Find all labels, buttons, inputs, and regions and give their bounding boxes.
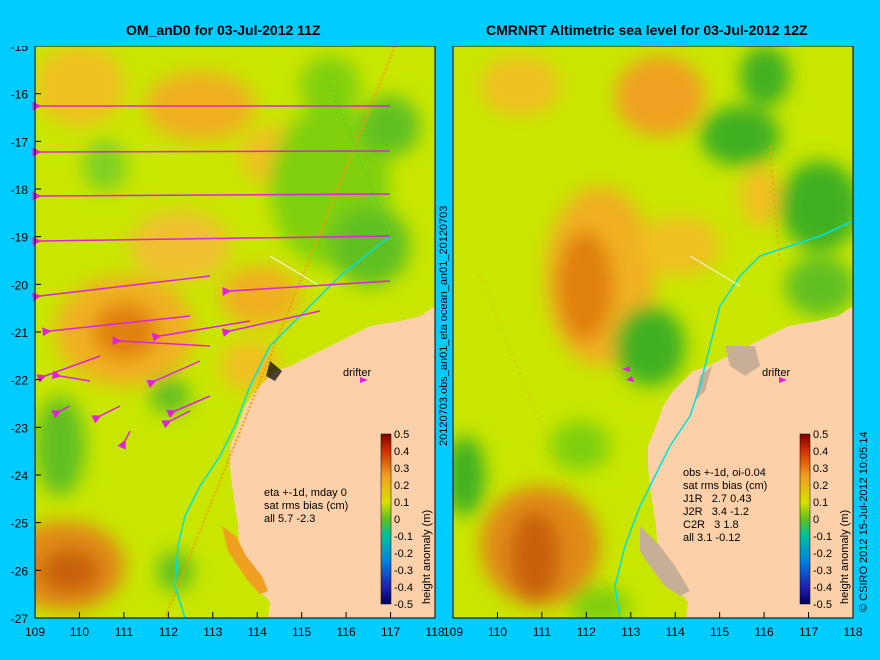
longitude-tick-label: 112	[159, 625, 178, 639]
colorbar-tick-label: -0.1	[394, 531, 413, 543]
colorbar-tick-label: 0.5	[394, 429, 409, 441]
left-drifter-label: drifter	[343, 367, 371, 379]
colorbar-tick-label: -0.3	[813, 565, 832, 577]
right-longitude-ticks: 109 110 111 112 113 114 115 116 117 118	[443, 612, 863, 639]
longitude-tick-label: 113	[203, 625, 222, 639]
longitude-tick-label: 114	[248, 625, 267, 639]
stats-line: all 5.7 -2.3	[264, 513, 316, 525]
longitude-tick-label: 117	[381, 625, 400, 639]
right-arrow-markers	[622, 366, 634, 382]
latitude-tick-label: -15	[11, 46, 29, 54]
colorbar-tick-label: 0.2	[394, 480, 409, 492]
latitude-tick-label: -16	[11, 88, 29, 102]
stats-line: eta +-1d, mday 0	[264, 487, 347, 499]
left-longitude-ticks: 109 110 111 112 113 114 115 116 117 118	[25, 612, 445, 639]
longitude-tick-label: 111	[533, 625, 552, 639]
right-panel-title: CMRNRT Altimetric sea level for 03-Jul-2…	[486, 22, 808, 38]
longitude-tick-label: 110	[488, 625, 507, 639]
stats-line: all 3.1 -0.12	[683, 532, 741, 544]
left-colorbar: 0.5 0.4 0.3 0.2 0.1 0 -0.1 -0.2 -0.3 -0.4 -0.5	[380, 429, 413, 611]
right-stats-box: obs +-1d, oi-0.04 sat rms bias (cm) J1R 2.…	[683, 467, 767, 545]
colorbar-tick-label: -0.1	[813, 531, 832, 543]
colorbar-tick-label: 0.3	[394, 463, 409, 475]
latitude-tick-label: -24	[11, 469, 29, 483]
stats-line: sat rms bias (cm)	[683, 480, 768, 492]
colorbar-tick-label: 0.1	[813, 497, 828, 509]
longitude-tick-label: 118	[425, 625, 444, 639]
right-colorbar: 0.5 0.4 0.3 0.2 0.1 0 -0.1 -0.2 -0.3 -0.4 -0.5	[799, 429, 832, 611]
longitude-tick-label: 115	[710, 625, 729, 639]
longitude-tick-label: 114	[666, 625, 685, 639]
left-map-panel: drifter 0.5 0.4 0.3 0.2 0.1 0 -0.1 -0.2 -0.3 -0.4…	[11, 46, 445, 639]
longitude-tick-label: 111	[115, 625, 134, 639]
credit-label: © CSIRO 2012 15-Jul-2012 10:05:14	[858, 431, 870, 612]
longitude-tick-label: 109	[443, 625, 463, 639]
latitude-tick-label: -23	[11, 421, 29, 435]
colorbar-tick-label: 0	[394, 514, 400, 526]
right-drifter-marker	[779, 377, 787, 383]
stats-line: J1R 2.7 0.43	[683, 493, 752, 505]
stats-line: sat rms bias (cm)	[264, 500, 349, 512]
colorbar-tick-label: -0.2	[394, 548, 413, 560]
left-latitude-ticks: -15 -16 -17 -18 -19 -20 -21 -22 -23 -24 -25 -26 -27	[11, 46, 41, 626]
left-map-field	[35, 46, 435, 618]
right-map-field	[453, 46, 853, 618]
colorbar-tick-label: -0.2	[813, 548, 832, 560]
longitude-tick-label: 110	[70, 625, 89, 639]
longitude-tick-label: 113	[621, 625, 640, 639]
left-stats-box: eta +-1d, mday 0 sat rms bias (cm) all 5.7…	[264, 487, 348, 526]
latitude-tick-label: -25	[11, 517, 29, 531]
latitude-tick-label: -21	[11, 326, 29, 340]
right-colorbar-label: height anomaly (m)	[839, 509, 851, 604]
longitude-tick-label: 112	[577, 625, 596, 639]
colorbar-tick-label: 0.2	[813, 480, 828, 492]
colorbar-tick-label: -0.4	[394, 582, 413, 594]
latitude-tick-label: -20	[11, 278, 29, 292]
right-map-panel: drifter 0.5 0.4 0.3 0.2 0.1 0 -0.1 -0.2 -0.3 -0.4…	[443, 46, 863, 639]
colorbar-tick-label: 0.5	[813, 429, 828, 441]
left-panel-title: OM_anD0 for 03-Jul-2012 11Z	[126, 22, 321, 38]
stats-line: C2R 3 1.8	[683, 519, 739, 531]
latitude-tick-label: -27	[11, 612, 29, 626]
stats-line: J2R 3.4 -1.2	[683, 506, 750, 518]
latitude-tick-label: -18	[11, 183, 29, 197]
latitude-tick-label: -17	[11, 135, 29, 149]
longitude-tick-label: 117	[799, 625, 818, 639]
left-current-arrows	[32, 101, 391, 450]
side-file-label: 20120703.obs_an01_eta ocean_an01_2012070…	[438, 205, 450, 446]
right-drifter-label: drifter	[762, 367, 790, 379]
colorbar-tick-label: 0.1	[394, 497, 409, 509]
latitude-tick-label: -26	[11, 564, 29, 578]
colorbar-tick-label: 0	[813, 514, 819, 526]
colorbar-tick-label: -0.3	[394, 565, 413, 577]
colorbar-tick-label: -0.4	[813, 582, 832, 594]
stats-line: obs +-1d, oi-0.04	[683, 467, 766, 479]
longitude-tick-label: 109	[25, 625, 45, 639]
longitude-tick-label: 116	[337, 625, 356, 639]
latitude-tick-label: -22	[11, 374, 29, 388]
colorbar-tick-label: 0.4	[813, 446, 828, 458]
colorbar-tick-label: 0.3	[813, 463, 828, 475]
longitude-tick-label: 115	[292, 625, 311, 639]
colorbar-tick-label: -0.5	[394, 599, 413, 611]
left-drifter-marker	[360, 377, 368, 383]
longitude-tick-label: 116	[755, 625, 774, 639]
colorbar-tick-label: 0.4	[394, 446, 409, 458]
longitude-tick-label: 118	[843, 625, 862, 639]
latitude-tick-label: -19	[11, 231, 29, 245]
colorbar-tick-label: -0.5	[813, 599, 832, 611]
